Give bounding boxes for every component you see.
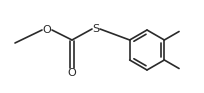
Text: S: S xyxy=(92,24,100,34)
Text: O: O xyxy=(68,68,76,78)
Text: O: O xyxy=(43,25,51,35)
